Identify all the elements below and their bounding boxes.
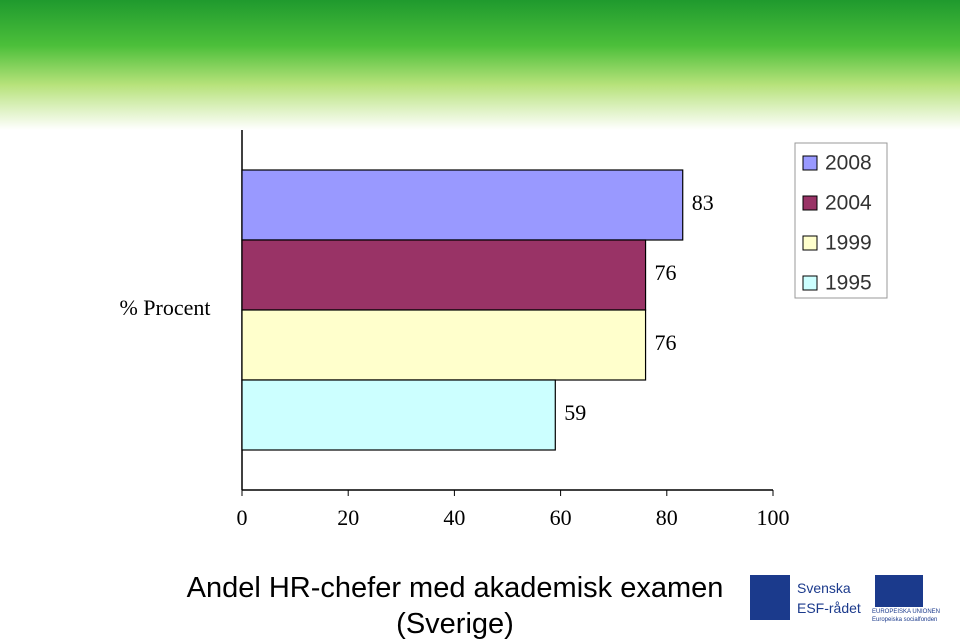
value-label: 76 <box>655 260 677 285</box>
legend-swatch <box>802 155 818 171</box>
legend-label: 2004 <box>825 192 872 215</box>
bar <box>241 239 647 311</box>
chart-title: Andel HR-chefer med akademisk examen (Sv… <box>186 572 724 640</box>
legend-swatch <box>802 235 818 251</box>
bar <box>241 309 647 381</box>
eu-flag <box>875 575 923 607</box>
legend-swatch <box>802 275 818 291</box>
esf-logo-text: ESF-rådet <box>797 600 861 616</box>
bar <box>241 379 556 451</box>
bar <box>241 169 684 241</box>
legend-label: 1999 <box>825 232 872 255</box>
value-label: 83 <box>692 190 714 215</box>
legend-label: 1995 <box>825 272 872 295</box>
x-tick-label: 60 <box>550 505 572 530</box>
x-tick-label: 0 <box>237 505 248 530</box>
x-tick-label: 80 <box>656 505 678 530</box>
esf-logo-text: Svenska <box>797 580 851 596</box>
x-tick-label: 20 <box>337 505 359 530</box>
legend-label: 2008 <box>825 152 872 175</box>
value-label: 76 <box>655 330 677 355</box>
legend-swatch <box>802 195 818 211</box>
value-label: 59 <box>564 400 586 425</box>
esf-logo-mark <box>750 575 790 620</box>
eu-logo-text: Europeiska socialfonden <box>872 617 938 623</box>
x-tick-label: 100 <box>757 505 790 530</box>
header-banner <box>0 0 960 130</box>
y-axis-label: % Procent <box>119 295 210 320</box>
x-tick-label: 40 <box>443 505 465 530</box>
chart: % Procent 0 20 40 60 80 100 83 76 76 59 2008 2004 19… <box>119 130 888 530</box>
eu-logo-text: EUROPEISKA UNIONEN <box>872 609 941 615</box>
